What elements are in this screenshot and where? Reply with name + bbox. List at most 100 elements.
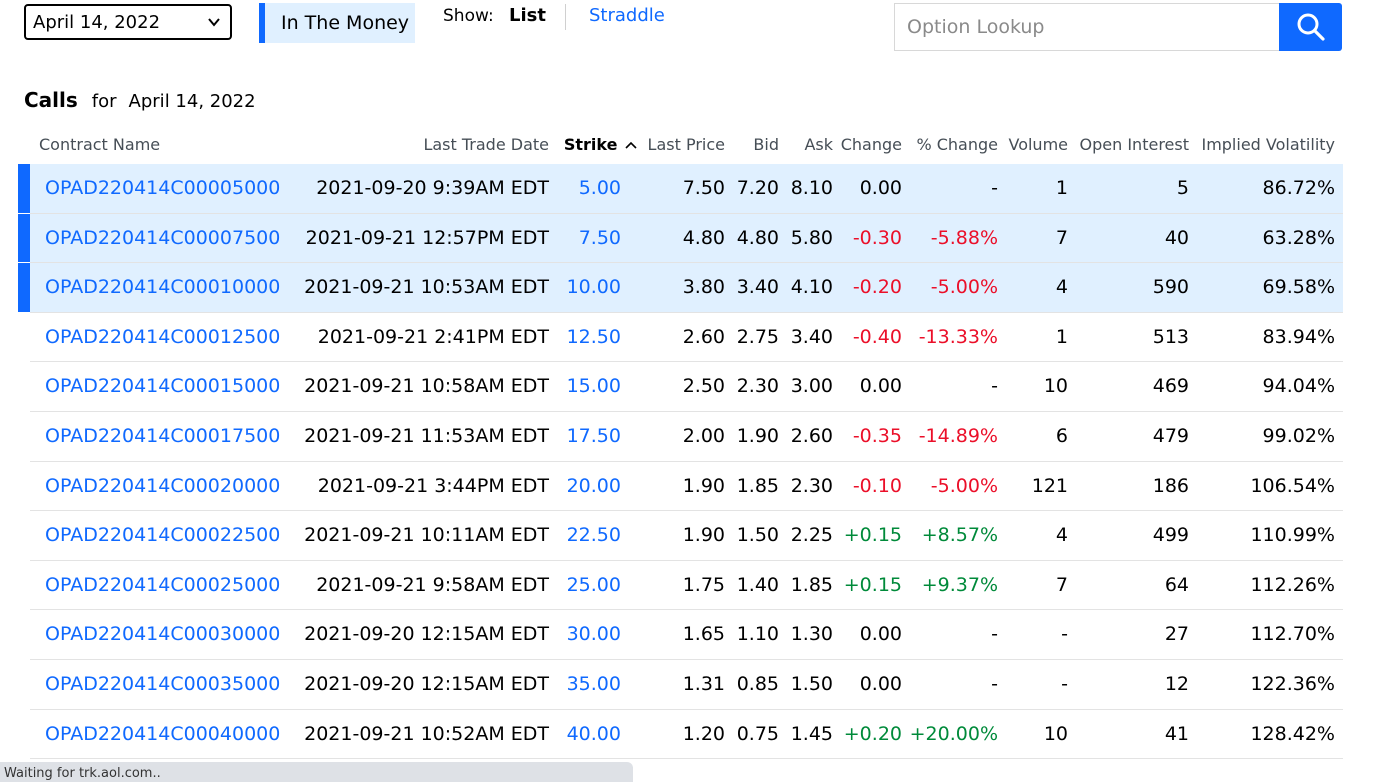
strike-link[interactable]: 22.50 [566, 524, 621, 547]
header-change[interactable]: Change [840, 135, 902, 154]
open-interest: 513 [1152, 325, 1189, 348]
pct-change: -13.33% [918, 325, 998, 348]
volume: 10 [1043, 375, 1068, 398]
contract-name-link[interactable]: OPAD220414C00010000 [45, 276, 281, 299]
strike-link[interactable]: 10.00 [566, 276, 621, 299]
ask: 2.25 [790, 524, 833, 547]
contract-name-link[interactable]: OPAD220414C00040000 [45, 722, 281, 745]
volume: 7 [1055, 226, 1068, 249]
straddle-view-option[interactable]: Straddle [589, 5, 665, 26]
chevron-down-icon [208, 18, 220, 27]
open-interest: 186 [1152, 474, 1189, 497]
volume: 121 [1031, 474, 1068, 497]
last-price: 1.31 [682, 672, 725, 695]
last-trade-date: 2021-09-21 11:53AM EDT [304, 424, 549, 447]
last-price: 1.20 [682, 722, 725, 745]
contract-name-link[interactable]: OPAD220414C00035000 [45, 672, 281, 695]
bid: 3.40 [736, 276, 779, 299]
contract-name-link[interactable]: OPAD220414C00022500 [45, 524, 281, 547]
last-price: 1.90 [682, 524, 725, 547]
change: -0.30 [852, 226, 902, 249]
contract-name-link[interactable]: OPAD220414C00007500 [45, 226, 281, 249]
ask: 2.30 [790, 474, 833, 497]
header-last-price[interactable]: Last Price [647, 135, 725, 154]
contract-name-link[interactable]: OPAD220414C00020000 [45, 474, 281, 497]
header-ask[interactable]: Ask [804, 135, 833, 154]
ask: 1.50 [790, 672, 833, 695]
last-trade-date: 2021-09-21 10:58AM EDT [304, 375, 549, 398]
table-row: OPAD220414C00012500 2021-09-21 2:41PM EDT… [30, 313, 1343, 363]
last-trade-date: 2021-09-20 12:15AM EDT [304, 672, 549, 695]
strike-link[interactable]: 20.00 [566, 474, 621, 497]
header-pct-change[interactable]: % Change [916, 135, 998, 154]
last-price: 7.50 [682, 177, 725, 199]
option-lookup-placeholder: Option Lookup [907, 16, 1045, 38]
implied-volatility: 69.58% [1262, 276, 1335, 299]
table-header: Contract Name Last Trade Date Strike Las… [30, 135, 1343, 163]
ask: 1.30 [790, 623, 833, 646]
in-the-money-toggle[interactable]: In The Money [259, 3, 415, 43]
header-strike-label: Strike [563, 135, 618, 154]
pct-change: - [991, 672, 998, 695]
implied-volatility: 122.36% [1250, 672, 1335, 695]
change: -0.20 [852, 276, 902, 299]
volume: 7 [1055, 573, 1068, 596]
ask: 1.45 [790, 722, 833, 745]
header-implied-volatility[interactable]: Implied Volatility [1201, 135, 1335, 154]
strike-link[interactable]: 5.00 [578, 177, 621, 199]
table-row: OPAD220414C00035000 2021-09-20 12:15AM ED… [30, 660, 1343, 710]
change: -0.10 [852, 474, 902, 497]
strike-link[interactable]: 30.00 [566, 623, 621, 646]
contract-name-link[interactable]: OPAD220414C00030000 [45, 623, 281, 646]
open-interest: 40 [1164, 226, 1189, 249]
header-volume[interactable]: Volume [1008, 135, 1068, 154]
expiration-date-select[interactable]: April 14, 2022 [24, 4, 232, 40]
ask: 4.10 [790, 276, 833, 299]
last-price: 2.00 [682, 424, 725, 447]
header-open-interest[interactable]: Open Interest [1079, 135, 1189, 154]
strike-link[interactable]: 15.00 [566, 375, 621, 398]
last-trade-date: 2021-09-20 12:15AM EDT [304, 623, 549, 646]
open-interest: 479 [1152, 424, 1189, 447]
last-price: 1.90 [682, 474, 725, 497]
header-contract-name[interactable]: Contract Name [39, 135, 161, 154]
pct-change: - [991, 623, 998, 646]
contract-name-link[interactable]: OPAD220414C00005000 [45, 177, 281, 199]
option-lookup-search-button[interactable] [1279, 3, 1342, 51]
contract-name-link[interactable]: OPAD220414C00017500 [45, 424, 281, 447]
contract-name-link[interactable]: OPAD220414C00015000 [45, 375, 281, 398]
strike-link[interactable]: 25.00 [566, 573, 621, 596]
pct-change: -14.89% [918, 424, 998, 447]
open-interest: 27 [1164, 623, 1189, 646]
list-view-option[interactable]: List [509, 5, 546, 26]
in-the-money-label: In The Money [281, 12, 410, 34]
contract-name-link[interactable]: OPAD220414C00025000 [45, 573, 281, 596]
strike-link[interactable]: 17.50 [566, 424, 621, 447]
open-interest: 469 [1152, 375, 1189, 398]
volume: 6 [1055, 424, 1068, 447]
strike-link[interactable]: 12.50 [566, 325, 621, 348]
header-bid[interactable]: Bid [753, 135, 779, 154]
change: -0.40 [852, 325, 902, 348]
change: -0.35 [852, 424, 902, 447]
strike-link[interactable]: 35.00 [566, 672, 621, 695]
last-trade-date: 2021-09-21 3:44PM EDT [317, 474, 549, 497]
strike-link[interactable]: 7.50 [578, 226, 621, 249]
table-row: OPAD220414C00007500 2021-09-21 12:57PM ED… [18, 213, 1343, 264]
volume: 4 [1055, 524, 1068, 547]
open-interest: 64 [1164, 573, 1189, 596]
option-lookup-input[interactable]: Option Lookup [894, 3, 1280, 51]
pct-change: +8.57% [921, 524, 998, 547]
table-row: OPAD220414C00017500 2021-09-21 11:53AM ED… [30, 412, 1343, 462]
contract-name-link[interactable]: OPAD220414C00012500 [45, 325, 281, 348]
implied-volatility: 99.02% [1262, 424, 1335, 447]
last-trade-date: 2021-09-21 10:11AM EDT [304, 524, 549, 547]
header-strike[interactable]: Strike [564, 135, 637, 154]
view-separator [565, 4, 566, 30]
bid: 0.75 [736, 722, 779, 745]
strike-link[interactable]: 40.00 [566, 722, 621, 745]
header-last-trade-date[interactable]: Last Trade Date [423, 135, 549, 154]
calls-for-label: for [91, 91, 117, 112]
table-row: OPAD220414C00022500 2021-09-21 10:11AM ED… [30, 511, 1343, 561]
change: +0.15 [843, 524, 902, 547]
